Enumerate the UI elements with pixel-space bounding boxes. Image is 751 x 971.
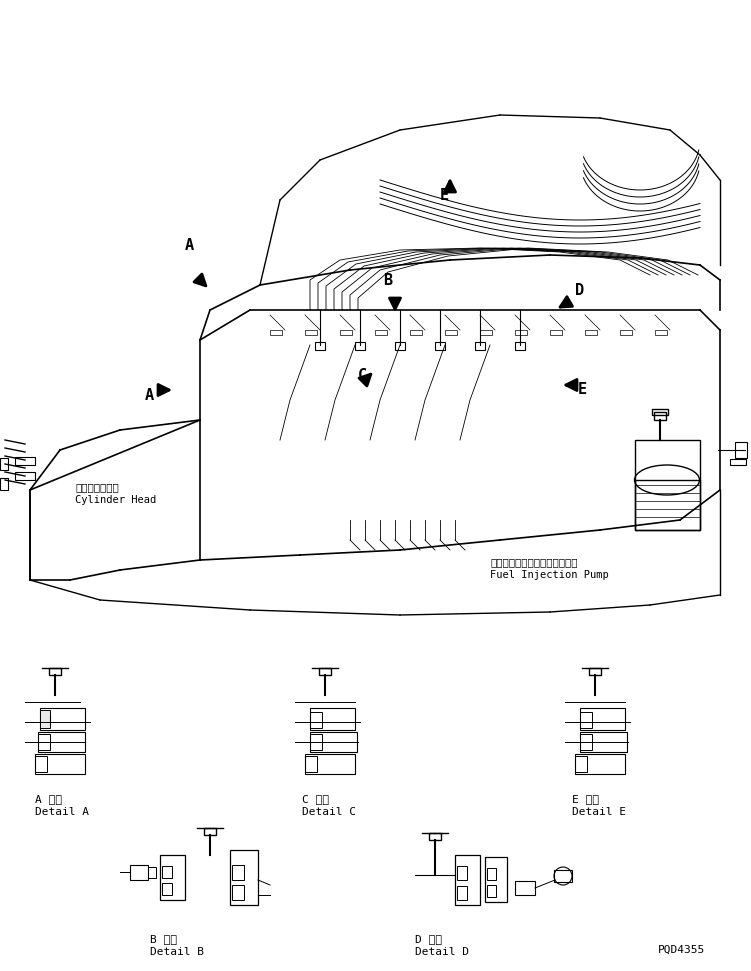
Bar [0,478,8,490]
Bar [310,708,355,730]
Bar [204,828,216,835]
Bar [38,734,50,750]
Text: Detail E: Detail E [572,807,626,817]
Bar [730,459,746,465]
Bar [652,409,668,415]
Bar [305,754,355,774]
Bar [310,732,357,752]
Text: シリンダヘッド: シリンダヘッド [75,482,119,492]
Bar [310,712,322,728]
Bar [0,458,8,470]
Text: D: D [575,283,584,298]
Bar [230,850,258,905]
Bar [635,440,700,530]
Bar [457,886,467,900]
Bar [148,867,156,878]
Bar [162,866,172,878]
Bar [310,734,322,750]
Bar [429,833,441,840]
Bar [270,330,282,335]
Text: B 詳細: B 詳細 [150,934,177,944]
Bar [395,342,405,350]
Bar [162,883,172,895]
Bar [319,668,331,675]
Bar [735,442,747,458]
Bar [375,330,387,335]
Text: E: E [578,382,587,397]
Bar [515,881,535,895]
Bar [480,330,492,335]
Bar [35,756,47,772]
Bar [49,668,61,675]
Bar [585,330,597,335]
Bar [620,330,632,335]
Bar [305,330,317,335]
Text: A: A [185,238,194,253]
Bar [340,330,352,335]
Bar [455,855,480,905]
Bar [305,756,317,772]
Text: A 詳細: A 詳細 [35,794,62,804]
Text: Fuel Injection Pump: Fuel Injection Pump [490,570,609,580]
Bar [315,342,325,350]
Text: フェルインジェクションポンプ: フェルインジェクションポンプ [490,557,578,567]
Bar [655,330,667,335]
Bar [15,457,35,465]
Text: Detail C: Detail C [302,807,356,817]
Bar [580,708,625,730]
Text: B: B [383,273,392,288]
Bar [580,732,627,752]
Bar [410,330,422,335]
Text: E: E [440,188,449,203]
Bar [550,330,562,335]
Text: Detail A: Detail A [35,807,89,817]
Text: C 詳細: C 詳細 [302,794,329,804]
Bar [515,342,525,350]
Bar [485,857,507,902]
Bar [15,472,35,480]
Text: Cylinder Head: Cylinder Head [75,495,156,505]
Bar [487,885,496,897]
Bar [38,732,85,752]
Text: E 詳細: E 詳細 [572,794,599,804]
Text: D 詳細: D 詳細 [415,934,442,944]
Text: PQD4355: PQD4355 [658,945,705,955]
Bar [487,868,496,880]
Bar [35,754,85,774]
Bar [635,480,700,530]
Bar [445,330,457,335]
Bar [40,710,50,728]
Bar [580,734,592,750]
Bar [580,712,592,728]
Bar [575,756,587,772]
Text: Detail D: Detail D [415,947,469,957]
Bar [515,330,527,335]
Text: A: A [145,388,154,403]
Bar [457,866,467,880]
Bar [130,865,148,880]
Bar [232,865,244,880]
Bar [160,855,185,900]
Bar [575,754,625,774]
Bar [554,870,572,882]
Bar [232,885,244,900]
Bar [40,708,85,730]
Bar [435,342,445,350]
Bar [355,342,365,350]
Bar [654,412,666,420]
Bar [589,668,601,675]
Text: C: C [358,368,367,383]
Text: Detail B: Detail B [150,947,204,957]
Bar [475,342,485,350]
